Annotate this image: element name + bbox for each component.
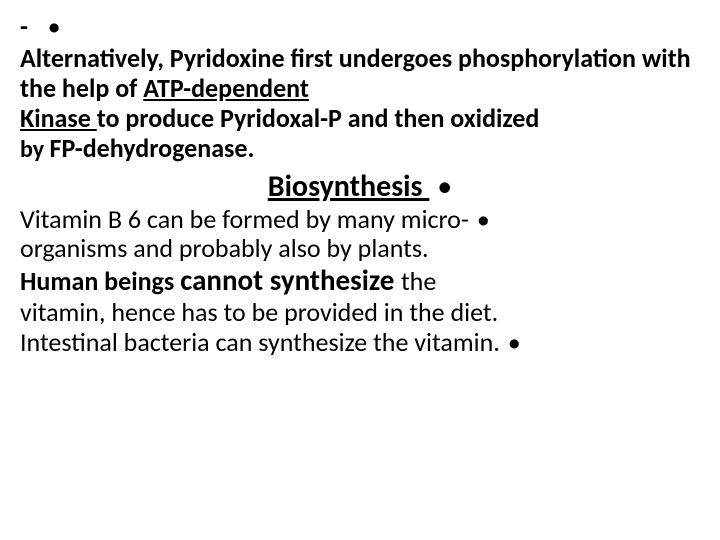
p2-l2: organisms and probably also by plants.: [20, 232, 429, 264]
slide: - • Alternatively, Pyridoxine first unde…: [0, 0, 720, 540]
p1-atp: ATP-dependent: [143, 72, 309, 104]
p1-fp: FP-dehydrogenase.: [50, 132, 255, 164]
dot-bullet-3: •: [508, 326, 521, 358]
heading-biosynthesis: Biosynthesis: [268, 168, 430, 205]
p2-l3a: Human beings: [20, 265, 180, 297]
paragraph-1: Alternatively, Pyridoxine first undergoe…: [20, 44, 700, 164]
dot-bullet-1: •: [48, 10, 61, 42]
dot-bullet-2: •: [477, 203, 490, 235]
heading-row: Biosynthesis •: [20, 168, 700, 205]
p1-oxidized: oxidized: [450, 102, 539, 134]
p2-l4: vitamin, hence has to be provided in the…: [20, 296, 498, 328]
p2-l5: Intestinal bacteria can synthesize the v…: [20, 326, 500, 358]
p1-text-1: Alternatively, Pyridoxine first undergoe…: [20, 42, 691, 104]
bullet-row-1: - •: [20, 10, 700, 42]
p2-l3c: the: [401, 265, 436, 297]
dash-bullet: -: [20, 10, 28, 42]
p1-text-2: to produce Pyridoxal-P and then: [97, 102, 451, 134]
p2-l1a: Vitamin B 6 can be formed by many micro-: [20, 203, 469, 235]
dot-bullet-heading: •: [437, 168, 452, 205]
p1-kinase: Kinase: [20, 102, 97, 134]
paragraph-2: Vitamin B 6 can be formed by many micro-…: [20, 205, 700, 358]
p1-by: by: [20, 135, 50, 164]
p2-l3b: cannot synthesize: [180, 262, 401, 298]
